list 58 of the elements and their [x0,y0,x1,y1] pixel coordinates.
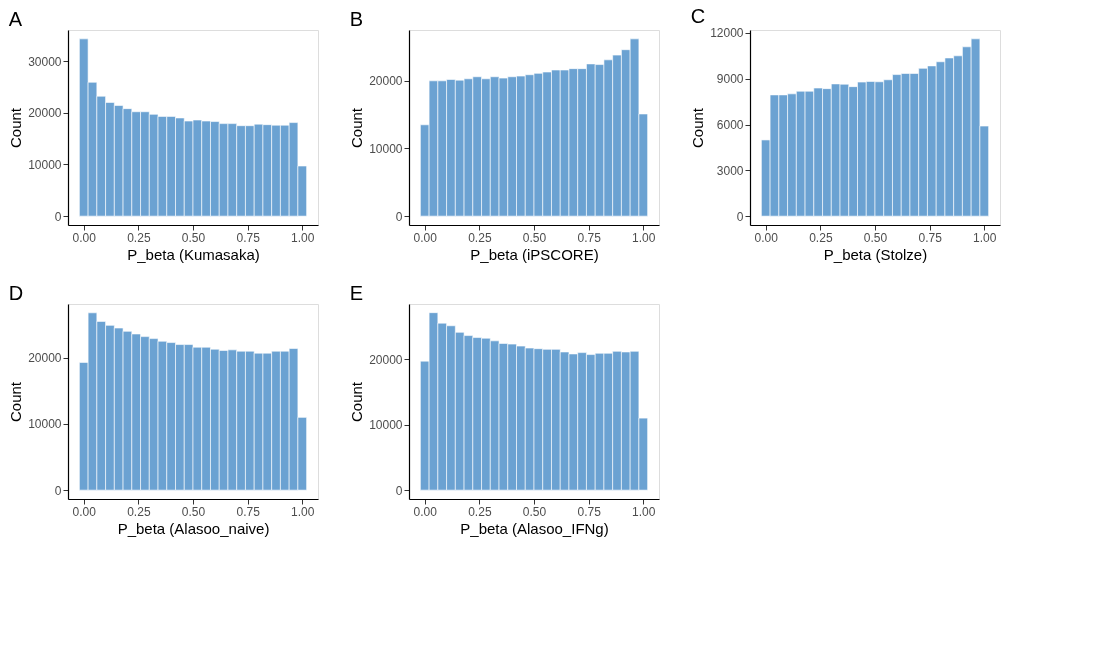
x-tick-label: 0.25 [468,230,492,245]
y-tick-label: 20000 [28,351,62,366]
y-tick-label: 20000 [28,106,62,121]
x-tick-label: 0.75 [236,230,261,245]
y-tick-label: 0 [54,483,62,498]
y-tick-label: 6000 [716,118,744,133]
y-tick-label: 0 [395,209,403,224]
y-tick-label: 10000 [28,417,62,432]
y-tick-label: 12000 [710,26,744,41]
y-tick-label: 0 [54,209,62,224]
chart-title: B [349,8,363,30]
y-tick-label: 9000 [716,72,744,87]
x-tick-label: 0.00 [413,230,438,245]
y-tick-label: 10000 [28,157,62,172]
y-tick-label: 30000 [28,54,62,69]
y-tick-label: 20000 [369,74,403,89]
x-tick-label: 0.75 [236,504,261,519]
x-axis-title: P_beta (iPSCORE) [470,245,599,263]
y-axis-title: Count [348,381,366,423]
y-axis-title: Count [348,107,366,149]
x-axis-title: P_beta (Stolze) [823,245,928,263]
x-tick-label: 0.25 [127,230,151,245]
chart-title: E [349,282,363,304]
y-axis-title: Count [7,381,25,423]
y-tick-label: 0 [395,483,403,498]
x-tick-label: 1.00 [291,504,315,519]
x-tick-label: 0.25 [809,230,833,245]
x-tick-label: 0.75 [918,230,943,245]
y-tick-label: 10000 [369,418,403,433]
x-tick-label: 0.75 [577,504,602,519]
x-tick-label: 1.00 [973,230,997,245]
x-tick-label: 0.25 [127,504,151,519]
y-axis-title: Count [689,107,707,149]
x-tick-label: 0.00 [754,230,779,245]
x-tick-label: 0.50 [181,230,206,245]
y-tick-label: 0 [736,209,744,224]
x-tick-label: 0.50 [181,504,206,519]
chart-title: A [8,8,23,30]
x-tick-label: 0.50 [522,230,547,245]
x-axis-title: P_beta (Kumasaka) [127,245,260,263]
y-axis-title: Count [7,107,25,149]
x-tick-label: 0.00 [413,504,438,519]
x-tick-label: 0.75 [577,230,602,245]
y-tick-label: 20000 [369,352,403,367]
x-tick-label: 0.25 [468,504,492,519]
x-tick-label: 0.00 [72,504,97,519]
x-tick-label: 1.00 [632,230,656,245]
x-tick-label: 1.00 [632,504,656,519]
chart-title: C [690,4,706,27]
x-tick-label: 1.00 [291,230,315,245]
x-axis-title: P_beta (Alasoo_naive) [117,519,270,537]
y-tick-label: 3000 [716,163,744,178]
chart-title: D [8,282,24,304]
x-tick-label: 0.50 [863,230,888,245]
x-tick-label: 0.00 [72,230,97,245]
y-tick-label: 10000 [369,141,403,156]
x-axis-title: P_beta (Alasoo_IFNg) [460,519,609,537]
x-tick-label: 0.50 [522,504,547,519]
